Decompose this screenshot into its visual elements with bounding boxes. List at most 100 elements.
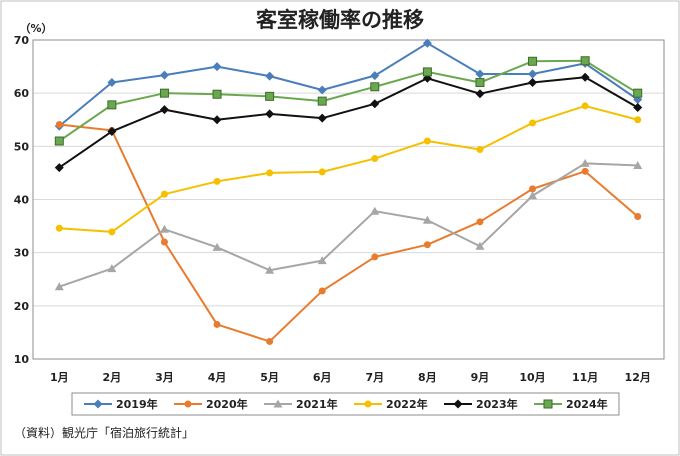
data-point: [528, 56, 538, 66]
data-point: [265, 109, 275, 119]
legend: 2019年 2020年 2021年 2022年 2023年 2024年: [84, 397, 608, 411]
data-point: [475, 241, 485, 250]
data-point: [212, 62, 222, 72]
data-point: [318, 287, 326, 295]
legend-entry: 2024年: [534, 397, 608, 411]
data-point: [634, 116, 642, 124]
x-tick-label: 3月: [155, 371, 174, 384]
series-4: [54, 72, 643, 173]
series-5: [54, 56, 643, 146]
data-point: [475, 69, 485, 79]
data-point: [107, 78, 117, 88]
data-point: [317, 96, 327, 106]
data-point: [265, 91, 275, 101]
data-point: [580, 72, 590, 82]
data-point: [318, 168, 326, 176]
legend-label: 2024年: [566, 397, 608, 411]
legend-entry: 2019年: [84, 397, 158, 411]
data-point: [265, 71, 275, 81]
data-point: [422, 215, 432, 224]
legend-entry: 2021年: [264, 397, 338, 411]
data-point: [212, 115, 222, 125]
data-point: [212, 89, 222, 99]
data-point: [423, 241, 431, 249]
data-point: [159, 88, 169, 98]
y-tick-label: 10: [14, 353, 30, 366]
x-tick-label: 11月: [572, 371, 598, 384]
y-tick-label: 40: [14, 194, 30, 207]
legend-entry: 2020年: [174, 397, 248, 411]
data-point: [266, 169, 274, 177]
series-line: [58, 162, 638, 288]
series-line: [58, 76, 639, 169]
data-point: [371, 155, 379, 163]
y-tick-label: 30: [14, 247, 30, 260]
series-line: [59, 104, 638, 233]
data-point: [317, 113, 327, 123]
legend-marker: [453, 399, 463, 409]
legend-marker: [273, 399, 283, 408]
x-tick-label: 8月: [418, 371, 437, 384]
data-point: [476, 146, 484, 154]
y-tick-label: 70: [14, 34, 30, 47]
data-point: [528, 69, 538, 79]
data-point: [422, 67, 432, 77]
chart-title: 客室稼働率の推移: [256, 8, 424, 32]
data-point: [317, 256, 327, 265]
series-line: [58, 42, 639, 127]
data-point: [265, 265, 275, 274]
data-point: [580, 56, 590, 66]
data-point: [633, 88, 643, 98]
data-point: [634, 213, 642, 221]
data-point: [160, 238, 168, 246]
x-tick-label: 2月: [103, 371, 122, 384]
legend-marker: [364, 400, 372, 408]
data-point: [212, 242, 222, 251]
data-point: [475, 89, 485, 99]
x-axis: 1月 2月 3月 4月 5月 6月 7月 8月 9月 10月 11月 12月: [50, 371, 651, 384]
data-point: [528, 191, 538, 200]
x-tick-label: 4月: [208, 371, 227, 384]
data-point: [160, 190, 168, 198]
data-point: [371, 253, 379, 261]
plot-area: [32, 39, 665, 360]
y-tick-label: 60: [14, 87, 30, 100]
x-tick-label: 12月: [625, 371, 651, 384]
data-point: [213, 320, 221, 328]
data-point: [633, 160, 643, 169]
legend-label: 2023年: [476, 397, 518, 411]
data-point: [107, 126, 117, 136]
y-axis: 10 20 30 40 50 60 70: [14, 34, 30, 366]
y-axis-unit: （%）: [19, 22, 52, 35]
data-point: [108, 228, 116, 236]
legend-marker: [93, 399, 103, 409]
data-point: [528, 78, 538, 88]
data-point: [529, 119, 537, 127]
legend-label: 2020年: [206, 397, 248, 411]
data-point: [370, 71, 380, 81]
x-tick-label: 10月: [519, 371, 545, 384]
data-point: [370, 82, 380, 92]
data-point: [55, 121, 63, 129]
y-tick-label: 20: [14, 300, 30, 313]
legend-marker: [543, 399, 553, 409]
y-tick-label: 50: [14, 140, 30, 153]
data-point: [370, 99, 380, 109]
series-2: [54, 158, 643, 291]
data-point: [476, 218, 484, 226]
data-point: [529, 185, 537, 193]
data-point: [475, 78, 485, 88]
data-point: [317, 85, 327, 95]
series-line: [59, 123, 639, 343]
legend-box: [71, 392, 620, 416]
data-point: [54, 163, 64, 173]
x-tick-label: 9月: [471, 371, 490, 384]
series-1: [55, 121, 642, 345]
x-tick-label: 5月: [260, 371, 279, 384]
data-point: [107, 264, 117, 273]
x-tick-label: 6月: [313, 371, 332, 384]
data-point: [107, 100, 117, 110]
data-point: [213, 177, 221, 185]
